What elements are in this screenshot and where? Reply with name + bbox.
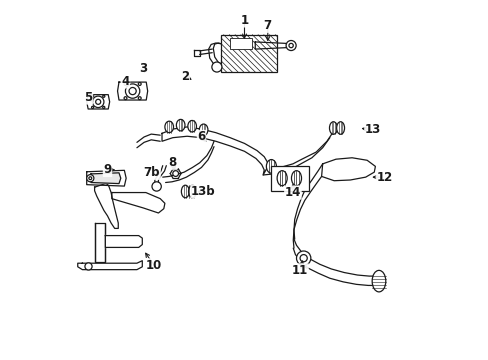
Polygon shape [78, 261, 142, 270]
Circle shape [129, 87, 136, 95]
Ellipse shape [176, 120, 184, 131]
Polygon shape [117, 82, 147, 100]
Ellipse shape [188, 185, 196, 198]
Polygon shape [194, 50, 199, 55]
Circle shape [86, 175, 94, 182]
Text: 12: 12 [375, 171, 392, 184]
Circle shape [92, 96, 104, 108]
Polygon shape [86, 95, 109, 109]
Circle shape [124, 97, 127, 100]
Circle shape [91, 106, 94, 108]
Circle shape [124, 82, 127, 85]
Ellipse shape [164, 121, 173, 133]
Text: 14: 14 [284, 186, 301, 199]
Ellipse shape [277, 171, 286, 186]
Text: 7b: 7b [143, 166, 160, 179]
Ellipse shape [199, 124, 207, 135]
Text: 1: 1 [240, 14, 248, 27]
Text: 6: 6 [197, 130, 205, 144]
Circle shape [102, 95, 104, 97]
Text: 4: 4 [121, 75, 129, 88]
Circle shape [96, 99, 101, 104]
Circle shape [89, 177, 92, 180]
Ellipse shape [187, 121, 196, 132]
Polygon shape [105, 235, 142, 247]
Circle shape [138, 82, 141, 85]
Circle shape [296, 251, 310, 265]
Circle shape [138, 97, 141, 100]
Circle shape [300, 255, 306, 262]
Ellipse shape [336, 122, 344, 134]
Text: 3: 3 [139, 62, 147, 75]
Bar [230, 39, 251, 49]
Ellipse shape [371, 270, 385, 292]
Text: 11: 11 [291, 264, 307, 277]
Text: 2: 2 [181, 69, 189, 82]
Polygon shape [94, 184, 118, 228]
Circle shape [125, 84, 140, 98]
Text: 9: 9 [103, 163, 111, 176]
Text: 13b: 13b [190, 185, 215, 198]
Polygon shape [91, 173, 121, 184]
Text: 5: 5 [84, 91, 92, 104]
Circle shape [288, 43, 293, 48]
Bar [271, 166, 308, 191]
Circle shape [285, 41, 296, 50]
Polygon shape [86, 170, 126, 186]
Polygon shape [162, 127, 267, 175]
Text: 7: 7 [263, 19, 271, 32]
Polygon shape [321, 158, 375, 181]
Ellipse shape [181, 185, 189, 198]
Circle shape [152, 182, 161, 191]
Bar [221, 35, 276, 72]
Ellipse shape [329, 122, 337, 134]
Polygon shape [255, 42, 289, 49]
Polygon shape [112, 193, 164, 213]
Ellipse shape [266, 159, 276, 173]
Circle shape [102, 106, 104, 108]
Circle shape [91, 95, 94, 97]
Text: 13: 13 [364, 123, 380, 136]
Circle shape [85, 263, 92, 270]
Text: 10: 10 [146, 259, 162, 272]
Text: 8: 8 [168, 156, 177, 169]
Ellipse shape [291, 171, 301, 186]
Circle shape [172, 171, 178, 176]
Polygon shape [94, 223, 105, 262]
Circle shape [211, 62, 222, 72]
